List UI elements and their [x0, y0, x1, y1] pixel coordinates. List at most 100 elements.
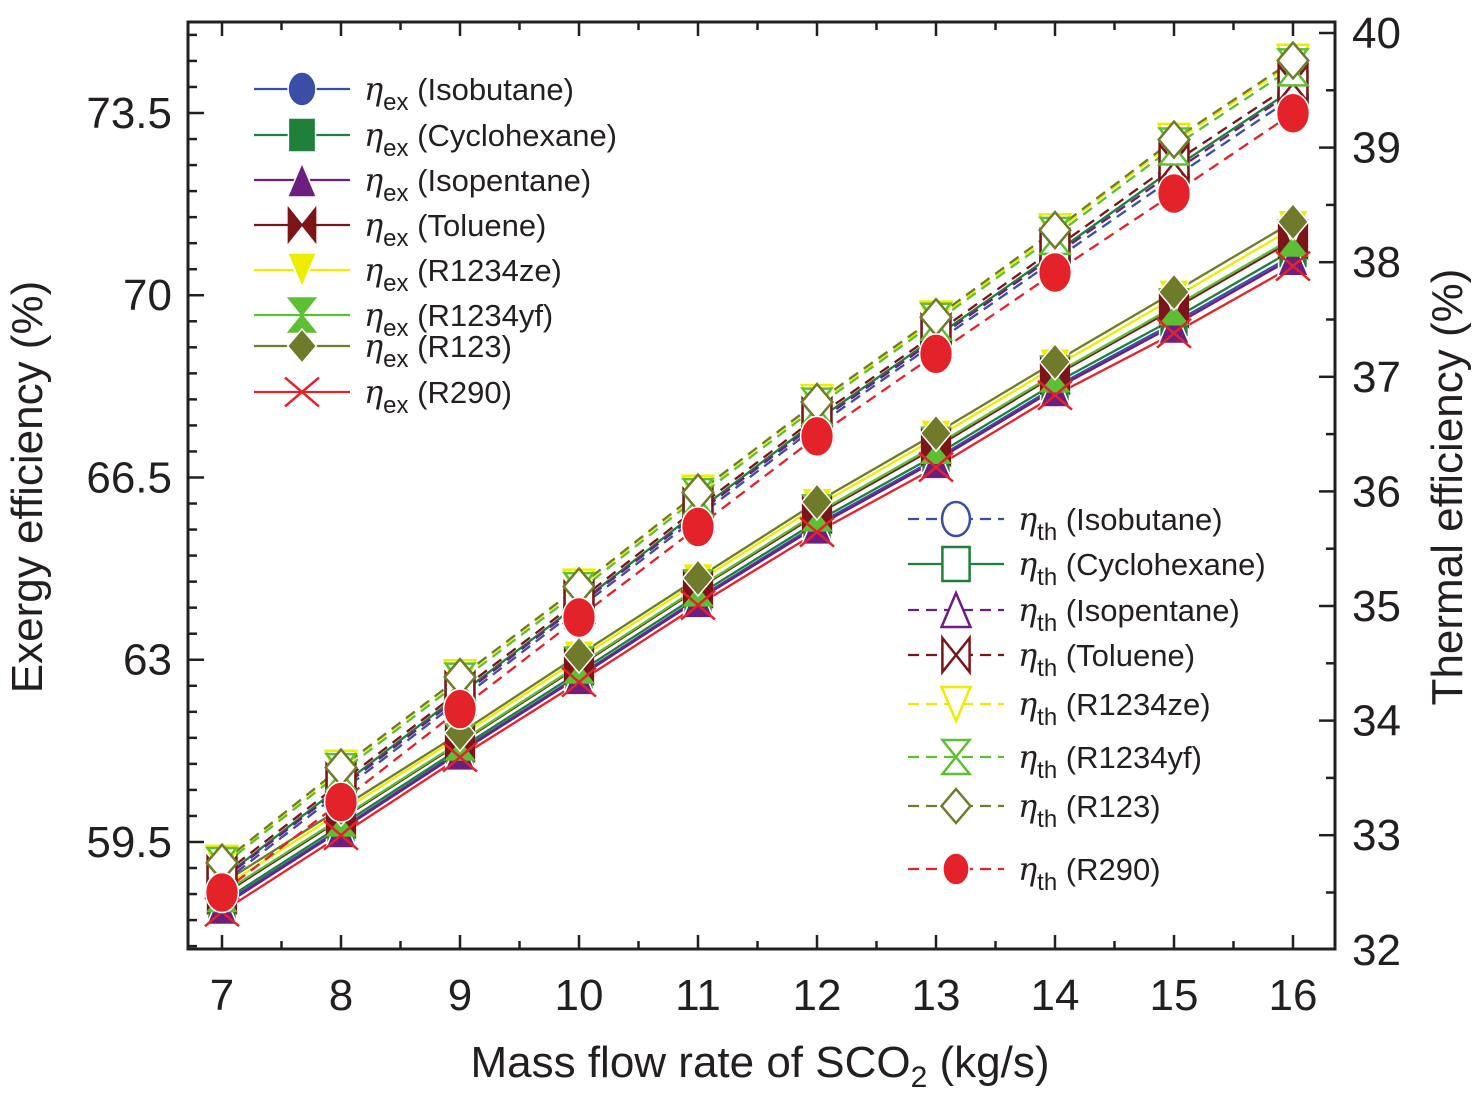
data-point-shape	[800, 482, 834, 522]
legend-subscript: ex	[383, 270, 408, 297]
legend-eta-symbol: η	[364, 206, 383, 244]
series-line-th-r290	[221, 112, 1294, 894]
y-right-tick-label: 36	[1352, 467, 1401, 516]
legend-fluid-name: (R1234yf)	[409, 298, 554, 333]
legend-entry-exergy: ηex (Isobutane)	[254, 70, 574, 116]
y-right-tick-label: 39	[1352, 124, 1401, 173]
legend-label: ηth (Toluene)	[1018, 636, 1195, 682]
legend-entry-thermal: ηth (Toluene)	[908, 634, 1195, 682]
legend-subscript: th	[1037, 806, 1057, 833]
legend-entry-thermal: ηth (R290)	[908, 850, 1161, 896]
legend-label: ηex (Isopentane)	[364, 161, 591, 207]
x-tick-label: 7	[210, 971, 234, 1020]
data-point-shape	[918, 333, 954, 375]
y-left-tick-label: 63	[123, 636, 172, 685]
legend-marker-shape	[939, 738, 973, 776]
ticks-layer: 7 8 9 10 11 12 13 14 15 16 59.5 63 66.5 70 73.5 32 33 34 3…	[86, 9, 1401, 1020]
legend-entry-exergy: ηex (R123)	[254, 327, 512, 373]
legend-label: ηex (Cyclohexane)	[364, 116, 617, 162]
data-point-shape	[323, 781, 359, 823]
data-point	[561, 596, 597, 639]
series-line-th-r1234yf	[221, 66, 1294, 868]
legend-subscript: th	[1037, 704, 1057, 731]
x-axis-title-tail: (kg/s)	[927, 1038, 1049, 1087]
legend-marker-shape	[939, 589, 973, 629]
y-right-tick-label: 32	[1352, 926, 1401, 975]
legend-eta-symbol: η	[1018, 591, 1037, 629]
legend-eta-symbol: η	[364, 116, 383, 154]
data-point	[1157, 272, 1191, 312]
series-line-th-isobutane	[221, 96, 1294, 885]
data-point-shape	[1276, 40, 1310, 81]
series-markers-th-r123	[205, 40, 1310, 883]
legend-label: ηth (R290)	[1018, 850, 1161, 896]
legend-fluid-name: (Isopentane)	[409, 163, 592, 198]
legend-entry-exergy: ηex (R1234yf)	[254, 296, 553, 342]
legend-subscript: ex	[383, 315, 408, 342]
legend-label: ηth (R123)	[1018, 787, 1161, 833]
legend-entry-thermal: ηth (R123)	[908, 787, 1161, 833]
y-right-tick-label: 35	[1352, 582, 1401, 631]
legend-label: ηth (R1234yf)	[1018, 738, 1202, 784]
legend-eta-symbol: η	[1018, 787, 1037, 825]
data-point	[323, 781, 359, 823]
legend-marker	[941, 545, 971, 583]
legend-marker-shape	[939, 787, 973, 825]
data-point	[442, 688, 478, 730]
data-point	[1157, 119, 1191, 160]
legend-eta-symbol: η	[364, 161, 383, 199]
legend-fluid-name: (Isopentane)	[1057, 593, 1240, 628]
data-point	[680, 506, 716, 548]
series-line-th-r123	[221, 59, 1294, 864]
y-right-tick-label: 33	[1352, 811, 1401, 860]
legend-label: ηex (R1234ze)	[364, 251, 562, 297]
y-axis-left-title: Exergy efficiency (%)	[3, 281, 52, 693]
data-point-shape	[1157, 119, 1191, 160]
legend-subscript: ex	[383, 346, 408, 373]
legend-eta-symbol: η	[1018, 850, 1037, 888]
data-point	[1038, 210, 1072, 251]
legend-fluid-name: (Cyclohexane)	[409, 118, 617, 153]
x-tick-label: 9	[448, 971, 472, 1020]
legend-subscript: th	[1037, 757, 1057, 784]
data-point	[1276, 237, 1310, 277]
data-point	[1275, 92, 1311, 134]
legend-marker	[286, 252, 318, 289]
legend-marker-shape	[286, 327, 318, 365]
x-axis-title: Mass flow rate of SCO2 (kg/s)	[470, 1038, 1049, 1094]
legend-marker-shape	[286, 297, 318, 333]
legend-label: ηex (Isobutane)	[364, 70, 574, 116]
data-point	[561, 666, 597, 698]
legend-marker-shape	[287, 117, 317, 153]
legend-entry-exergy: ηex (Toluene)	[254, 205, 547, 252]
data-point-shape	[562, 635, 596, 675]
data-point-stroke-b	[799, 516, 835, 548]
legend-fluid-name: (Toluene)	[1057, 638, 1195, 673]
data-point-shape	[1275, 92, 1311, 134]
data-point	[918, 451, 954, 483]
data-point-shape	[1276, 202, 1310, 241]
legend-marker	[286, 327, 318, 365]
legend-fluid-name: (R290)	[409, 375, 512, 410]
data-point-shape	[919, 414, 953, 453]
legend-marker-shape	[939, 685, 973, 725]
legend-subscript: ex	[383, 135, 408, 162]
data-point	[1037, 251, 1073, 294]
legend-fluid-name: (R1234ze)	[409, 253, 562, 288]
legend-subscript: ex	[383, 392, 408, 419]
legend-label: ηex (R123)	[364, 327, 512, 373]
data-point	[1156, 172, 1192, 215]
data-point-shape	[204, 871, 240, 914]
legend-fluid-name: (R290)	[1057, 852, 1160, 887]
legend-marker-shape	[287, 205, 317, 245]
data-point	[1276, 202, 1310, 241]
legend-subscript: ex	[383, 225, 408, 252]
legend-marker	[940, 500, 972, 538]
legend-eta-symbol: η	[364, 251, 383, 289]
series-line-th-toluene	[221, 82, 1294, 877]
legend-fluid-name: (Toluene)	[409, 208, 547, 243]
data-point-stroke-b	[442, 741, 478, 773]
legend-marker	[284, 376, 320, 408]
legend-marker-shape	[287, 71, 317, 107]
